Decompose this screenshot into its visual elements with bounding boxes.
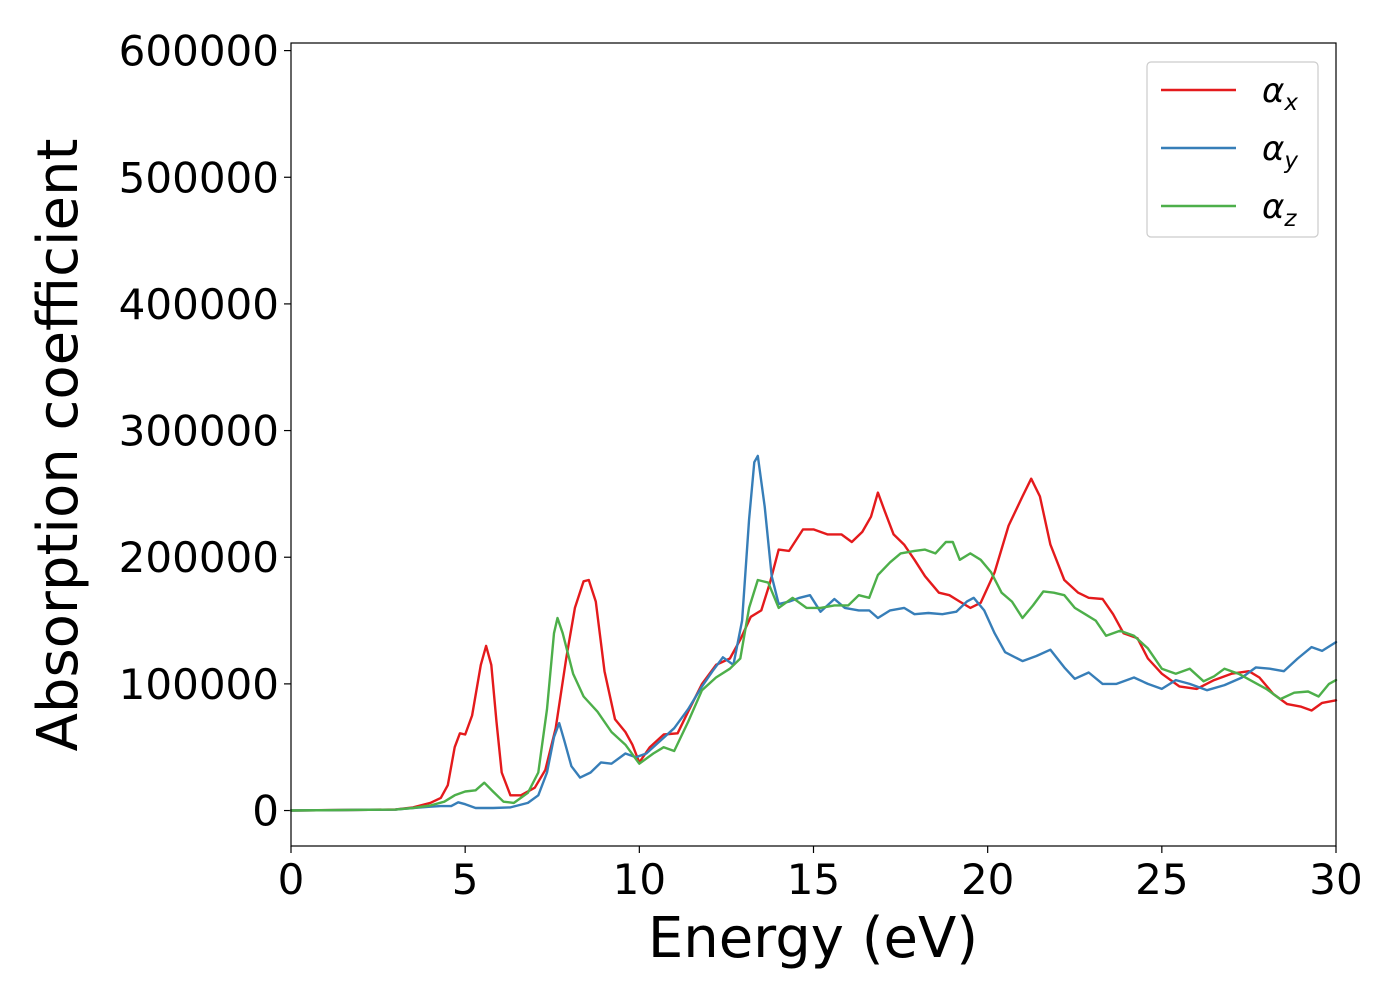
- legend-box: [1146, 61, 1319, 238]
- y-tick-label: 200000: [119, 533, 279, 582]
- x-tick-label: 20: [961, 855, 1014, 904]
- legend-entries: αx αy αz: [1161, 71, 1298, 232]
- x-tick-label: 0: [278, 855, 305, 904]
- y-tick-label: 500000: [119, 153, 279, 202]
- legend: αx αy αz: [1146, 61, 1319, 238]
- tick-marks: [284, 49, 1337, 853]
- plot-frame: [290, 42, 1337, 847]
- y-tick-label: 400000: [119, 280, 279, 329]
- y-tick-label: 300000: [119, 407, 279, 456]
- x-tick-label: 10: [613, 855, 666, 904]
- x-tick-label: 15: [787, 855, 840, 904]
- y-axis-title: Absorption coefficient: [26, 139, 91, 752]
- y-tick-label: 100000: [119, 660, 279, 709]
- series-line-y: [289, 454, 1338, 812]
- x-tick-label: 30: [1309, 855, 1362, 904]
- x-tick-labels: 0 5 10 15 20 25 30: [278, 855, 1363, 904]
- y-tick-label: 0: [252, 787, 279, 836]
- series-lines: [289, 454, 1338, 812]
- series-line-z: [289, 540, 1338, 812]
- x-tick-label: 5: [452, 855, 479, 904]
- y-tick-labels: 0 100000 200000 300000 400000 500000 600000: [119, 27, 279, 836]
- x-axis-title: Energy (eV): [648, 906, 978, 971]
- x-tick-label: 25: [1135, 855, 1188, 904]
- legend-label-z: αz: [1262, 187, 1297, 232]
- legend-label-y: αy: [1262, 129, 1298, 174]
- y-tick-label: 600000: [119, 27, 279, 76]
- legend-label-x: αx: [1262, 71, 1298, 116]
